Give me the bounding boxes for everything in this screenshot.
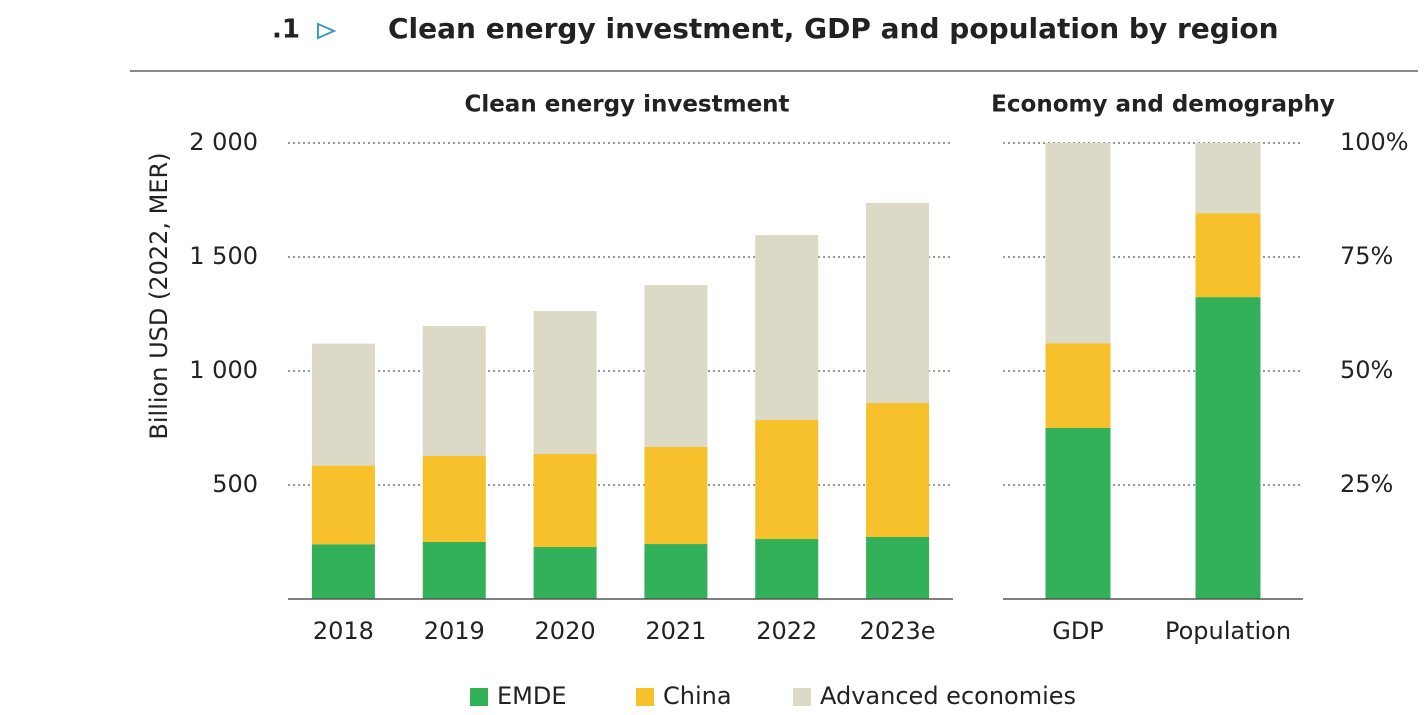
arrow-icon (317, 22, 337, 40)
bar-segment (866, 536, 930, 599)
legend-label: China (663, 682, 732, 710)
bar-segment (1045, 343, 1111, 428)
bar-segment (644, 446, 708, 545)
bar-segment (422, 326, 486, 457)
bar-segment (1045, 143, 1111, 344)
x-tick-label: 2019 (424, 617, 485, 645)
bar-segment (755, 539, 819, 599)
bar-segment (533, 453, 597, 548)
bar-segment (422, 542, 486, 599)
legend-swatch (470, 688, 488, 706)
legend-swatch (636, 688, 654, 706)
y-tick-label: 50% (1340, 356, 1393, 384)
bar-segment (866, 202, 930, 403)
bar-segment (644, 544, 708, 599)
x-tick-label: GDP (1052, 617, 1104, 645)
x-tick-label: Population (1165, 617, 1291, 645)
legend-swatch (793, 688, 811, 706)
bar-segment (533, 311, 597, 454)
y-tick-label: 1 000 (189, 356, 258, 384)
legend-label: EMDE (497, 682, 567, 710)
x-tick-label: 2018 (313, 617, 374, 645)
y-tick-label: 25% (1340, 470, 1393, 498)
bar-segment (866, 402, 930, 537)
x-tick-label: 2020 (535, 617, 596, 645)
bar-segment (1195, 143, 1261, 214)
bar-segment (533, 547, 597, 599)
y-tick-label: 75% (1340, 242, 1393, 270)
bar-segment (422, 456, 486, 542)
bar-segment (644, 285, 708, 447)
y-axis-label: Billion USD (2022, MER) (145, 152, 173, 439)
y-tick-label: 2 000 (189, 128, 258, 156)
bar-segment (1045, 428, 1111, 599)
figure-number: .1 (272, 15, 300, 45)
bar-segment (311, 343, 375, 466)
bar-segment (1195, 297, 1261, 599)
x-tick-label: 2023e (860, 617, 936, 645)
bar-segment (311, 544, 375, 599)
panel-title: Economy and demography (991, 92, 1335, 118)
bar-segment (311, 465, 375, 545)
y-tick-label: 100% (1340, 128, 1409, 156)
bar-segment (755, 235, 819, 421)
y-tick-label: 500 (212, 470, 258, 498)
x-tick-label: 2022 (756, 617, 817, 645)
chart-title: Clean energy investment, GDP and populat… (388, 12, 1279, 45)
bar-segment (755, 420, 819, 540)
legend-label: Advanced economies (820, 682, 1076, 710)
bar-segment (1195, 213, 1261, 298)
y-tick-label: 1 500 (189, 242, 258, 270)
x-tick-label: 2021 (645, 617, 706, 645)
panel-title: Clean energy investment (464, 92, 789, 118)
